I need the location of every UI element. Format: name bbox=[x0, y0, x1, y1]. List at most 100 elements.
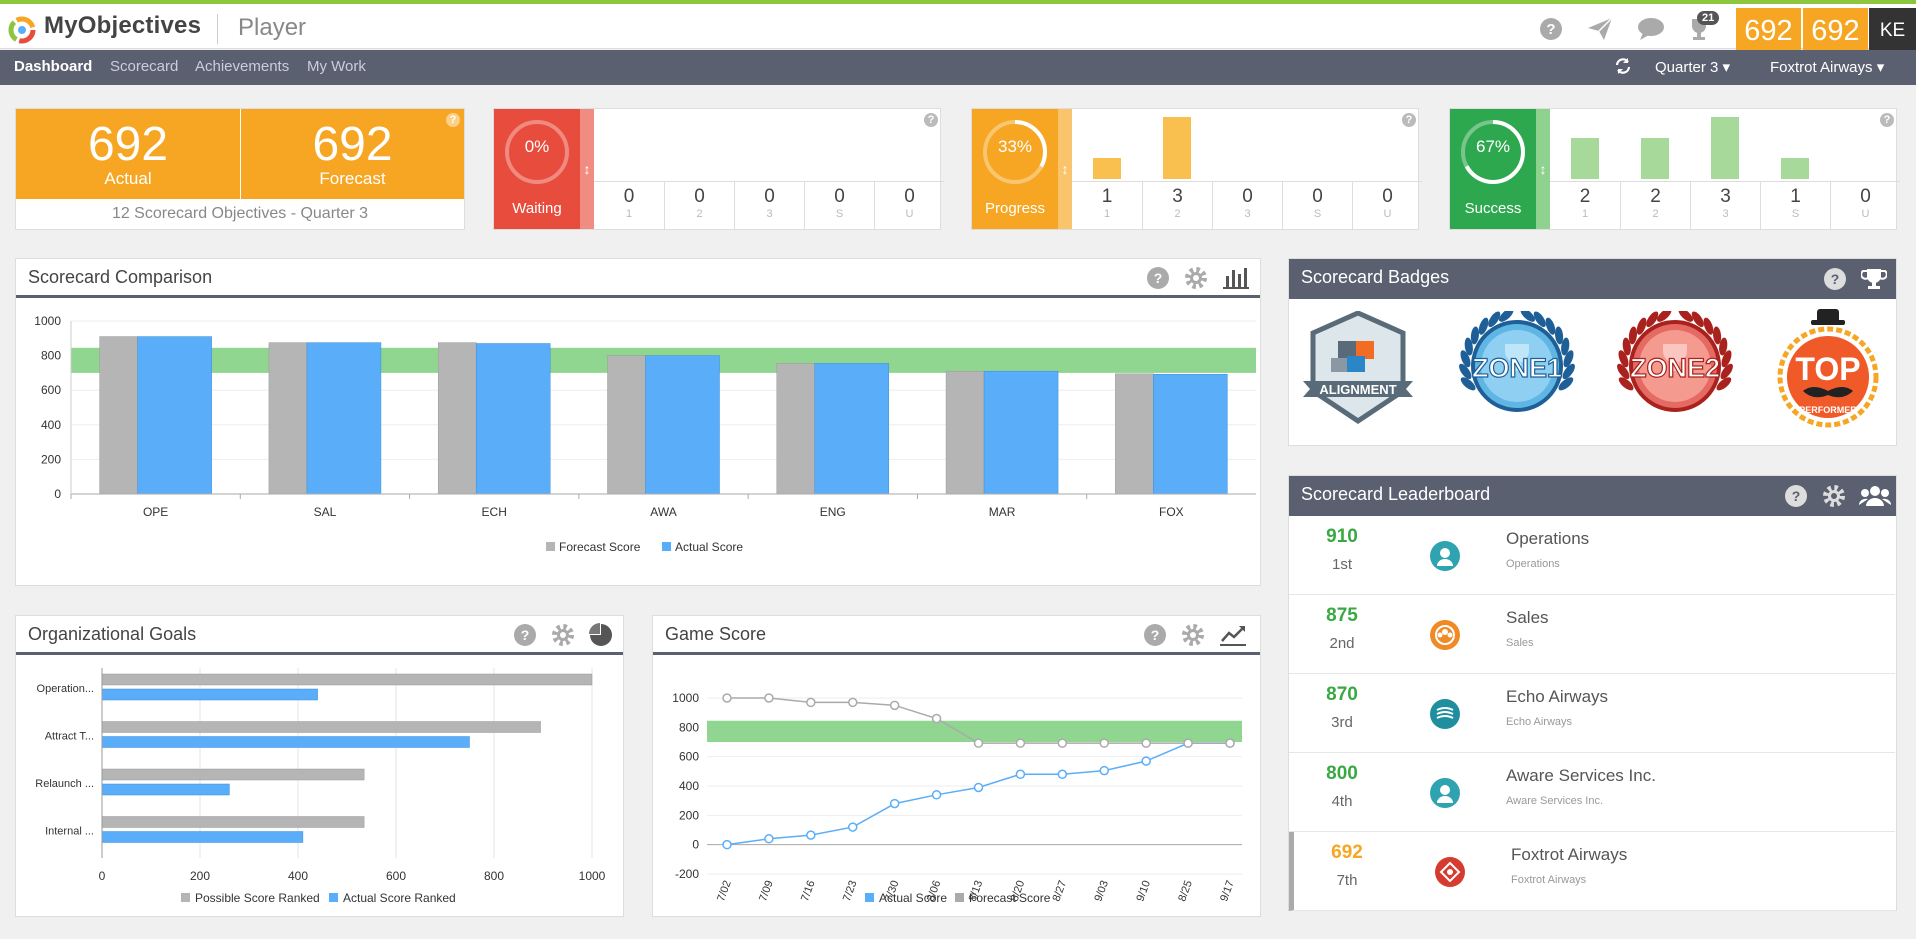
status-ring bbox=[1461, 120, 1525, 184]
forecast-kpi: 692 Forecast bbox=[240, 109, 464, 199]
status-column-key: S bbox=[835, 208, 844, 220]
nav-scorecard[interactable]: Scorecard bbox=[110, 58, 179, 75]
quarter-select[interactable]: Quarter 3 ▾ bbox=[1655, 58, 1730, 76]
help-icon[interactable]: ? bbox=[1402, 113, 1416, 127]
leaderboard-subtitle: Operations bbox=[1506, 558, 1560, 570]
expand-handle[interactable]: ↕ bbox=[1058, 109, 1072, 229]
role-label: Player bbox=[238, 14, 307, 41]
top-accent-line bbox=[0, 0, 1916, 4]
legend-label: Actual Score bbox=[879, 891, 947, 905]
gear-icon[interactable] bbox=[1184, 266, 1208, 290]
leaderboard-row[interactable]: 910 1st Operations Operations bbox=[1289, 516, 1895, 595]
help-icon[interactable]: ? bbox=[1143, 623, 1167, 647]
status-column-value: 0 bbox=[1312, 186, 1323, 207]
x-tick-label: 7/23 bbox=[841, 879, 860, 903]
brand-divider bbox=[217, 14, 218, 44]
gear-icon[interactable] bbox=[551, 623, 575, 647]
org-select[interactable]: Foxtrot Airways ▾ bbox=[1770, 58, 1884, 76]
series-point bbox=[1099, 765, 1109, 776]
alignment-badge[interactable]: ALIGNMENT bbox=[1303, 311, 1413, 429]
laurel-leaf bbox=[1459, 363, 1472, 380]
help-icon[interactable]: ? bbox=[446, 113, 460, 127]
help-icon[interactable]: ? bbox=[924, 113, 938, 127]
badge-label: ZONE2 bbox=[1630, 353, 1720, 383]
users-icon[interactable] bbox=[1858, 484, 1892, 508]
avatar bbox=[1430, 620, 1460, 650]
brand-name: MyObjectives bbox=[44, 12, 202, 39]
help-icon[interactable]: ? bbox=[1823, 267, 1847, 291]
line-chart-icon[interactable] bbox=[1219, 623, 1246, 647]
laurel-leaf bbox=[1488, 311, 1501, 328]
series-point bbox=[1141, 738, 1151, 748]
y-tick-label: 800 bbox=[41, 349, 61, 363]
series-point bbox=[1099, 738, 1109, 748]
leaderboard-row[interactable]: 875 2nd Sales Sales bbox=[1289, 595, 1895, 674]
status-column-value: 2 bbox=[1650, 186, 1661, 207]
badge-label: ZONE1 bbox=[1472, 353, 1562, 383]
forecast-label: Forecast bbox=[319, 169, 386, 188]
avatar bbox=[1430, 699, 1460, 729]
badge-label: TOP bbox=[1795, 351, 1860, 387]
help-icon[interactable]: ? bbox=[513, 623, 537, 647]
bar-chart-icon[interactable] bbox=[1222, 266, 1249, 290]
series-point bbox=[848, 697, 858, 708]
pie-chart-icon[interactable] bbox=[589, 623, 613, 647]
user-avatar[interactable]: KE bbox=[1869, 8, 1916, 54]
x-tick-label: FOX bbox=[1159, 505, 1184, 519]
leaderboard-row[interactable]: 800 4th Aware Services Inc. Aware Services … bbox=[1289, 753, 1895, 832]
leaderboard-row[interactable]: 870 3rd Echo Airways Echo Airways bbox=[1289, 674, 1895, 753]
laurel-leaf bbox=[1545, 317, 1556, 335]
nav-dashboard[interactable]: Dashboard bbox=[14, 58, 93, 75]
target-band bbox=[707, 720, 1242, 742]
x-tick-label: ECH bbox=[482, 505, 507, 519]
y-tick-label: Internal ... bbox=[45, 826, 94, 838]
x-tick-label: 9/03 bbox=[1092, 879, 1111, 903]
help-icon[interactable]: ? bbox=[1880, 113, 1894, 127]
help-icon[interactable]: ? bbox=[1784, 484, 1808, 508]
top-bar: MyObjectives Player ? 21 692 692 KE bbox=[0, 4, 1916, 54]
panel-header: Scorecard Leaderboard ? bbox=[1289, 476, 1896, 516]
leaderboard-row[interactable]: 692 7th Foxtrot Airways Foxtrot Airways bbox=[1289, 832, 1895, 911]
leaderboard-name: Operations bbox=[1506, 529, 1590, 548]
series-point bbox=[1015, 738, 1026, 748]
chat-icon[interactable] bbox=[1637, 16, 1664, 42]
laurel-leaf bbox=[1656, 311, 1672, 322]
laurel-leaf bbox=[1460, 377, 1476, 391]
x-tick-label: 400 bbox=[288, 869, 308, 883]
laurel-leaf bbox=[1646, 311, 1659, 328]
laurel-leaf bbox=[1720, 363, 1733, 380]
send-icon[interactable] bbox=[1586, 16, 1613, 42]
series-point bbox=[931, 790, 942, 800]
y-tick-label: 0 bbox=[54, 487, 61, 501]
zone2-badge[interactable]: ZONE2 bbox=[1605, 311, 1745, 429]
y-tick-label: -200 bbox=[675, 867, 699, 881]
help-icon[interactable]: ? bbox=[1146, 266, 1170, 290]
expand-handle[interactable]: ↕ bbox=[580, 109, 594, 229]
nav-my-work[interactable]: My Work bbox=[307, 58, 366, 75]
possible-bar bbox=[101, 721, 541, 733]
series-point bbox=[1057, 769, 1068, 780]
status-summary: 33% Progress bbox=[972, 109, 1058, 229]
scorecard-leaderboard-panel: Scorecard Leaderboard ? 910 1st Operations… bbox=[1288, 475, 1897, 911]
x-tick-label: 800 bbox=[484, 869, 504, 883]
help-icon[interactable]: ? bbox=[1538, 16, 1564, 42]
series-point bbox=[973, 738, 984, 748]
nav-achievements[interactable]: Achievements bbox=[195, 58, 290, 75]
gear-icon[interactable] bbox=[1181, 623, 1205, 647]
actual-bar bbox=[306, 342, 382, 495]
gear-icon[interactable] bbox=[1822, 484, 1846, 508]
scorecard-comparison-panel: Scorecard Comparison ? 0 200 400 600 800 1000… bbox=[15, 258, 1261, 586]
status-bar-mark bbox=[1711, 117, 1739, 179]
leaderboard-name: Sales bbox=[1506, 608, 1549, 627]
forecast-bar bbox=[607, 355, 646, 495]
top-performer-badge[interactable]: TOP PERFORMER bbox=[1773, 307, 1883, 431]
laurel-leaf bbox=[1618, 350, 1629, 368]
trophy-icon[interactable] bbox=[1860, 267, 1888, 291]
expand-handle[interactable]: ↕ bbox=[1536, 109, 1550, 229]
zone1-badge[interactable]: ZONE1 bbox=[1447, 311, 1587, 429]
y-tick-label: 600 bbox=[679, 750, 699, 764]
refresh-icon[interactable] bbox=[1614, 57, 1632, 79]
status-column-value: 1 bbox=[1790, 186, 1801, 207]
